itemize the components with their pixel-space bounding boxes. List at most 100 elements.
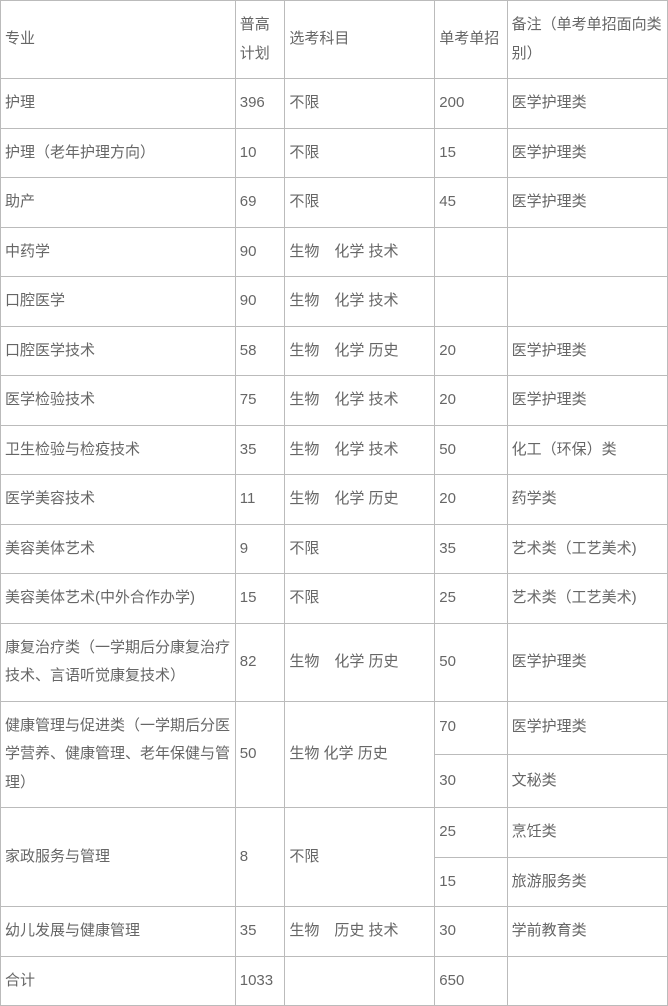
table-row: 美容美体艺术(中外合作办学)15不限25艺术类（工艺美术) xyxy=(1,574,668,624)
header-plan: 普高计划 xyxy=(235,1,285,79)
cell-note xyxy=(507,956,667,1006)
cell-major: 美容美体艺术(中外合作办学) xyxy=(1,574,236,624)
cell-subjects: 不限 xyxy=(285,128,435,178)
cell-note: 医学护理类 xyxy=(507,326,667,376)
cell-solo: 30 xyxy=(435,754,507,807)
cell-major: 合计 xyxy=(1,956,236,1006)
cell-major: 助产 xyxy=(1,178,236,228)
table-row: 中药学90生物 化学 技术 xyxy=(1,227,668,277)
cell-subjects: 生物 化学 技术 xyxy=(285,376,435,426)
cell-subjects: 生物 化学 技术 xyxy=(285,425,435,475)
header-major: 专业 xyxy=(1,1,236,79)
cell-solo xyxy=(435,277,507,327)
cell-major: 幼儿发展与健康管理 xyxy=(1,907,236,957)
cell-solo: 200 xyxy=(435,79,507,129)
cell-plan: 35 xyxy=(235,425,285,475)
cell-subjects: 不限 xyxy=(285,574,435,624)
cell-note xyxy=(507,277,667,327)
cell-plan: 8 xyxy=(235,808,285,907)
header-row: 专业 普高计划 选考科目 单考单招 备注（单考单招面向类别） xyxy=(1,1,668,79)
cell-subjects: 生物 化学 历史 xyxy=(285,475,435,525)
header-subjects: 选考科目 xyxy=(285,1,435,79)
row-health-mgmt-1: 健康管理与促进类（一学期后分医学营养、健康管理、老年保健与管理） 50 生物 化… xyxy=(1,701,668,754)
cell-major: 医学美容技术 xyxy=(1,475,236,525)
cell-note: 学前教育类 xyxy=(507,907,667,957)
cell-subjects: 不限 xyxy=(285,178,435,228)
cell-note: 艺术类（工艺美术) xyxy=(507,574,667,624)
row-total: 合计 1033 650 xyxy=(1,956,668,1006)
cell-plan: 10 xyxy=(235,128,285,178)
table-row: 护理396不限200医学护理类 xyxy=(1,79,668,129)
cell-major: 卫生检验与检疫技术 xyxy=(1,425,236,475)
cell-solo: 650 xyxy=(435,956,507,1006)
table-row: 卫生检验与检疫技术35生物 化学 技术50化工（环保）类 xyxy=(1,425,668,475)
cell-note: 医学护理类 xyxy=(507,376,667,426)
cell-solo: 20 xyxy=(435,475,507,525)
cell-major: 美容美体艺术 xyxy=(1,524,236,574)
cell-subjects xyxy=(285,956,435,1006)
cell-plan: 15 xyxy=(235,574,285,624)
row-home-service-1: 家政服务与管理 8 不限 25 烹饪类 xyxy=(1,808,668,858)
cell-plan: 82 xyxy=(235,623,285,701)
cell-major: 护理 xyxy=(1,79,236,129)
table-row: 助产69不限45医学护理类 xyxy=(1,178,668,228)
cell-plan: 75 xyxy=(235,376,285,426)
cell-solo: 35 xyxy=(435,524,507,574)
cell-note: 医学护理类 xyxy=(507,178,667,228)
table-row: 美容美体艺术9不限35艺术类（工艺美术) xyxy=(1,524,668,574)
cell-solo: 20 xyxy=(435,326,507,376)
cell-plan: 69 xyxy=(235,178,285,228)
cell-solo: 70 xyxy=(435,701,507,754)
cell-major: 口腔医学技术 xyxy=(1,326,236,376)
cell-major: 中药学 xyxy=(1,227,236,277)
cell-subjects: 不限 xyxy=(285,524,435,574)
cell-note: 旅游服务类 xyxy=(507,857,667,907)
cell-solo: 20 xyxy=(435,376,507,426)
cell-major: 护理（老年护理方向） xyxy=(1,128,236,178)
cell-plan: 35 xyxy=(235,907,285,957)
cell-major: 家政服务与管理 xyxy=(1,808,236,907)
cell-solo: 15 xyxy=(435,128,507,178)
header-note: 备注（单考单招面向类别） xyxy=(507,1,667,79)
cell-plan: 1033 xyxy=(235,956,285,1006)
cell-subjects: 生物 化学 历史 xyxy=(285,326,435,376)
header-solo: 单考单招 xyxy=(435,1,507,79)
cell-plan: 9 xyxy=(235,524,285,574)
cell-major: 康复治疗类（一学期后分康复治疗技术、言语听觉康复技术） xyxy=(1,623,236,701)
cell-subjects: 不限 xyxy=(285,79,435,129)
table-row: 康复治疗类（一学期后分康复治疗技术、言语听觉康复技术）82生物 化学 历史50医… xyxy=(1,623,668,701)
cell-solo: 15 xyxy=(435,857,507,907)
cell-subjects: 生物 化学 技术 xyxy=(285,277,435,327)
cell-major: 健康管理与促进类（一学期后分医学营养、健康管理、老年保健与管理） xyxy=(1,701,236,808)
cell-major: 口腔医学 xyxy=(1,277,236,327)
table-row: 医学检验技术75生物 化学 技术20医学护理类 xyxy=(1,376,668,426)
cell-major: 医学检验技术 xyxy=(1,376,236,426)
cell-note xyxy=(507,227,667,277)
cell-plan: 90 xyxy=(235,277,285,327)
cell-plan: 58 xyxy=(235,326,285,376)
cell-note: 医学护理类 xyxy=(507,623,667,701)
cell-note: 艺术类（工艺美术) xyxy=(507,524,667,574)
cell-solo: 25 xyxy=(435,574,507,624)
table-row: 医学美容技术11生物 化学 历史20药学类 xyxy=(1,475,668,525)
cell-note: 医学护理类 xyxy=(507,128,667,178)
cell-plan: 11 xyxy=(235,475,285,525)
cell-subjects: 生物 化学 技术 xyxy=(285,227,435,277)
cell-subjects: 生物 化学 历史 xyxy=(285,623,435,701)
cell-note: 医学护理类 xyxy=(507,701,667,754)
cell-note: 化工（环保）类 xyxy=(507,425,667,475)
cell-solo: 50 xyxy=(435,623,507,701)
cell-note: 药学类 xyxy=(507,475,667,525)
cell-subjects: 不限 xyxy=(285,808,435,907)
cell-subjects: 生物 化学 历史 xyxy=(285,701,435,808)
cell-plan: 90 xyxy=(235,227,285,277)
cell-plan: 50 xyxy=(235,701,285,808)
cell-solo: 30 xyxy=(435,907,507,957)
table-row: 口腔医学90生物 化学 技术 xyxy=(1,277,668,327)
cell-solo: 45 xyxy=(435,178,507,228)
cell-note: 医学护理类 xyxy=(507,79,667,129)
table-row: 口腔医学技术58生物 化学 历史20医学护理类 xyxy=(1,326,668,376)
table-row: 护理（老年护理方向）10不限15医学护理类 xyxy=(1,128,668,178)
cell-solo: 25 xyxy=(435,808,507,858)
admission-table: 专业 普高计划 选考科目 单考单招 备注（单考单招面向类别） 护理396不限20… xyxy=(0,0,668,1006)
